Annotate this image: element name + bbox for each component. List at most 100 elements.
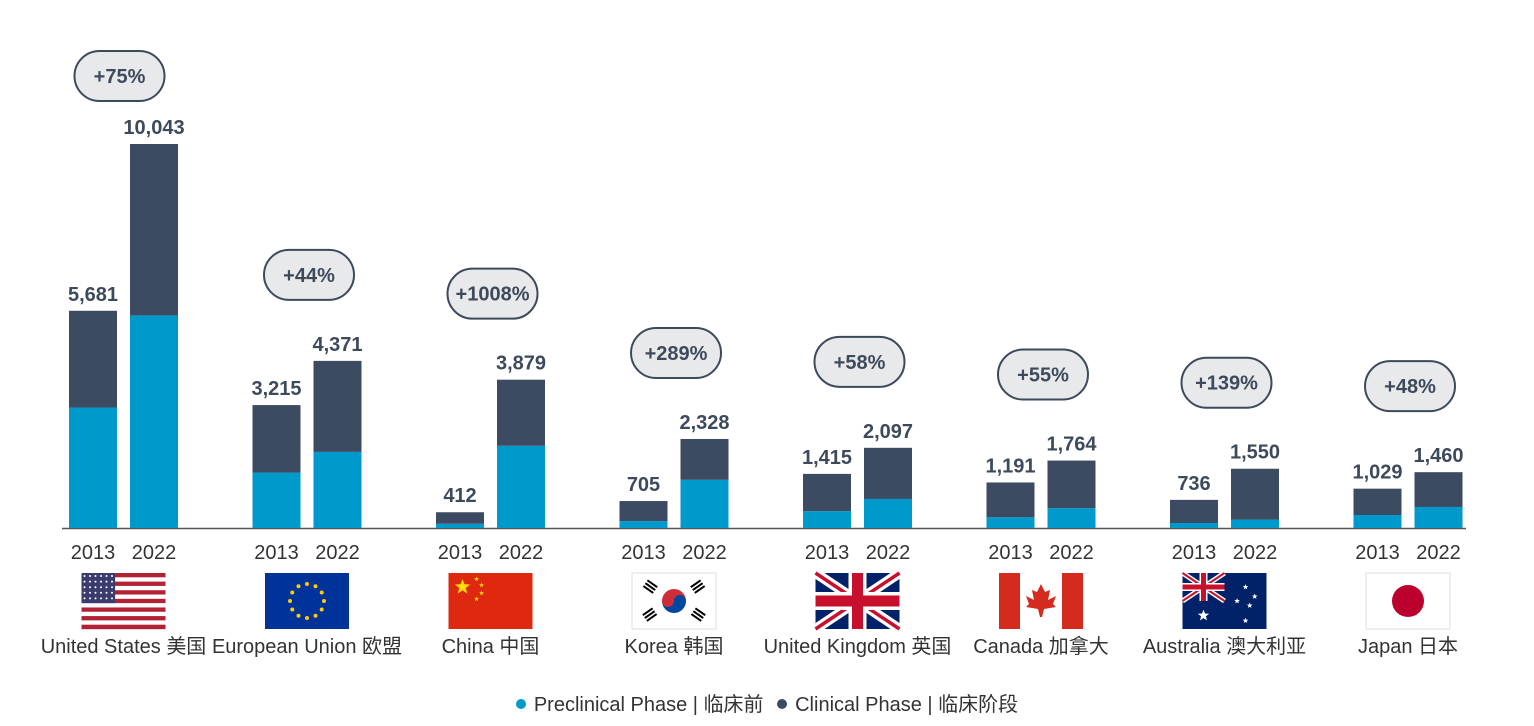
bar-preclinical-5-2022 [1047, 508, 1096, 528]
bar-clinical-0-2013 [69, 310, 117, 408]
legend-item-preclinical: Preclinical Phase | 临床前 [515, 688, 764, 717]
country-label-4: United Kingdom 英国 [764, 635, 952, 658]
bar-clinical-3-2022 [680, 438, 729, 480]
bar-preclinical-6-2013 [1170, 523, 1218, 528]
change-label-2: +1008% [456, 284, 530, 306]
bar-clinical-7-2022 [1414, 472, 1463, 507]
change-label-6: +139% [1195, 373, 1258, 395]
bar-preclinical-2-2013 [436, 523, 484, 528]
bar-clinical-7-2013 [1353, 488, 1402, 515]
bar-preclinical-2-2022 [497, 445, 545, 528]
change-badge-2 [446, 267, 539, 320]
total-label-5-2013: 1,191 [985, 455, 1035, 477]
change-badge-1 [263, 248, 355, 301]
change-badge-3 [630, 326, 722, 379]
total-label-1-2013: 3,215 [251, 378, 301, 400]
bar-preclinical-4-2022 [864, 498, 912, 528]
legend-label-clinical: Clinical Phase | 临床阶段 [795, 694, 1019, 716]
country-label-0: United States 美国 [41, 635, 207, 658]
bar-preclinical-3-2013 [619, 521, 668, 528]
bar-clinical-2-2022 [497, 379, 545, 446]
year-label-7-2013: 2013 [1355, 542, 1400, 564]
total-label-4-2022: 2,097 [863, 421, 913, 443]
year-label-1-2013: 2013 [254, 542, 299, 564]
change-badge-4 [813, 335, 906, 388]
total-label-4-2013: 1,415 [802, 447, 852, 469]
bar-clinical-2-2013 [436, 512, 484, 524]
bar-preclinical-3-2022 [680, 479, 729, 528]
change-label-5: +55% [1017, 365, 1069, 387]
year-label-0-2022: 2022 [132, 542, 177, 564]
total-label-3-2022: 2,328 [679, 412, 729, 434]
korea-flag-icon [631, 572, 717, 630]
bar-preclinical-7-2022 [1414, 506, 1463, 528]
bar-preclinical-4-2013 [803, 511, 851, 528]
change-label-1: +44% [283, 265, 335, 287]
china-flag-icon [448, 573, 533, 629]
japan-flag-icon [1365, 572, 1451, 630]
year-label-5-2013: 2013 [988, 542, 1033, 564]
year-label-3-2022: 2022 [682, 542, 727, 564]
legend-dot-clinical [777, 698, 788, 709]
year-label-3-2013: 2013 [621, 542, 666, 564]
bar-clinical-6-2022 [1231, 468, 1279, 520]
legend-item-clinical: Clinical Phase | 临床阶段 [777, 688, 1018, 717]
year-label-2-2013: 2013 [438, 542, 483, 564]
year-label-2-2022: 2022 [499, 542, 544, 564]
bar-preclinical-5-2013 [986, 517, 1035, 528]
year-label-5-2022: 2022 [1049, 542, 1094, 564]
bar-clinical-3-2013 [619, 501, 668, 522]
change-badge-7 [1364, 360, 1456, 413]
bar-preclinical-0-2013 [69, 407, 117, 528]
bar-clinical-0-2022 [130, 144, 178, 316]
legend-label-preclinical: Preclinical Phase | 临床前 [533, 694, 764, 716]
total-label-2-2022: 3,879 [496, 353, 546, 375]
total-label-7-2013: 1,029 [1352, 462, 1402, 484]
year-label-1-2022: 2022 [315, 542, 360, 564]
country-label-7: Japan 日本 [1358, 635, 1458, 658]
country-label-2: China 中国 [442, 635, 540, 658]
change-label-3: +289% [645, 343, 708, 365]
total-label-1-2022: 4,371 [312, 334, 362, 356]
total-label-3-2013: 705 [627, 474, 660, 496]
australia-flag-icon [1181, 570, 1267, 629]
year-label-7-2022: 2022 [1416, 542, 1461, 564]
legend-dot-preclinical [515, 698, 526, 709]
change-label-7: +48% [1384, 376, 1436, 398]
bar-clinical-4-2013 [803, 473, 851, 512]
year-label-4-2013: 2013 [805, 542, 850, 564]
total-label-2-2013: 412 [443, 485, 476, 507]
change-badge-0 [73, 50, 166, 102]
year-label-6-2013: 2013 [1172, 542, 1217, 564]
bar-clinical-5-2022 [1047, 460, 1096, 509]
total-label-6-2013: 736 [1177, 473, 1210, 495]
country-label-5: Canada 加拿大 [973, 634, 1109, 658]
country-label-1: European Union 欧盟 [212, 635, 402, 658]
bar-clinical-4-2022 [864, 447, 912, 499]
change-label-4: +58% [834, 352, 886, 374]
canada-flag-icon [999, 573, 1083, 629]
total-label-7-2022: 1,460 [1413, 445, 1463, 467]
us-flag-icon [81, 573, 166, 630]
total-label-6-2022: 1,550 [1230, 442, 1280, 464]
uk-flag-icon [812, 568, 903, 634]
eu-flag-icon [265, 573, 349, 629]
year-label-0-2013: 2013 [71, 542, 116, 564]
bar-preclinical-6-2022 [1231, 519, 1279, 528]
change-badge-5 [997, 348, 1089, 401]
bar-preclinical-0-2022 [130, 315, 178, 528]
bar-preclinical-1-2013 [252, 472, 301, 528]
year-label-6-2022: 2022 [1233, 542, 1278, 564]
change-badge-6 [1180, 356, 1273, 409]
bar-clinical-5-2013 [986, 482, 1035, 518]
change-label-0: +75% [94, 66, 146, 88]
bar-preclinical-1-2022 [313, 451, 362, 528]
bar-preclinical-7-2013 [1353, 514, 1402, 528]
total-label-0-2013: 5,681 [68, 284, 118, 306]
bar-clinical-6-2013 [1170, 499, 1218, 524]
year-label-4-2022: 2022 [866, 542, 911, 564]
bar-clinical-1-2013 [252, 405, 301, 473]
country-label-3: Korea 韩国 [625, 635, 724, 658]
total-label-5-2022: 1,764 [1046, 434, 1097, 456]
